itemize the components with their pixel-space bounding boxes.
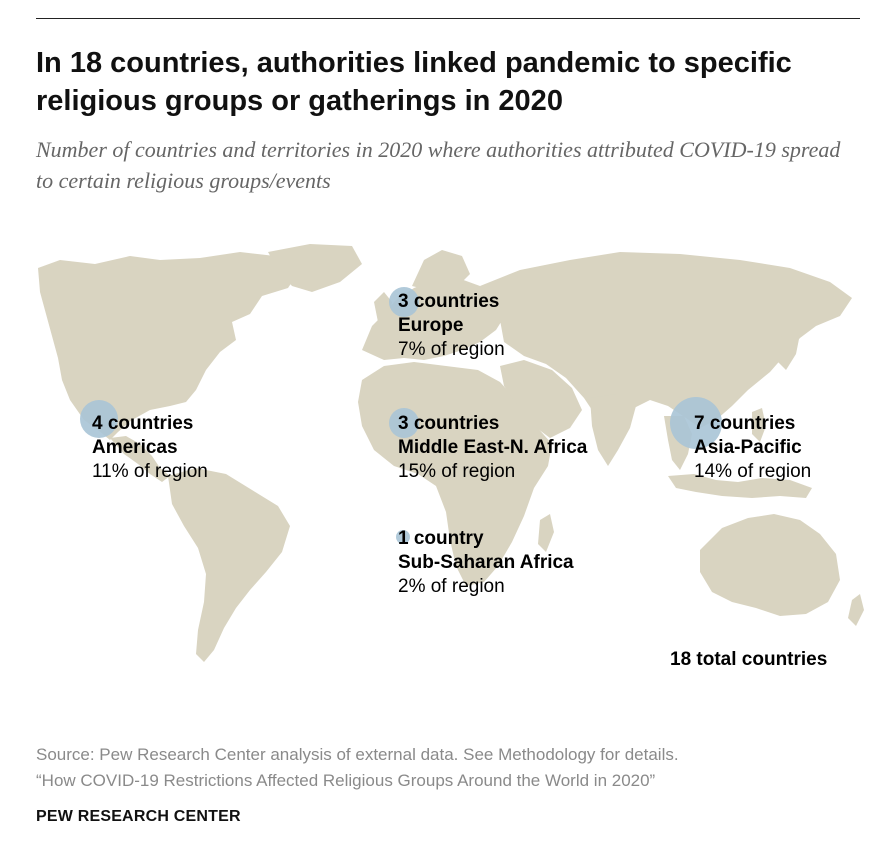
chart-subtitle: Number of countries and territories in 2… — [36, 137, 841, 193]
scandinavia-landmass — [412, 250, 470, 292]
asia-pacific-bubble — [670, 397, 722, 449]
britain-landmass — [374, 292, 392, 322]
top-rule — [36, 18, 860, 19]
indonesia-landmass — [668, 474, 812, 498]
mena-share: 15% of region — [398, 461, 516, 482]
central-america-landmass — [110, 436, 170, 482]
americas-count: 4 countries — [92, 413, 194, 434]
mena-count: 3 countries — [398, 413, 500, 434]
total-countries: 18 total countries — [670, 649, 828, 670]
europe-bubble — [389, 287, 419, 317]
asia-pacific-count: 7 countries — [694, 413, 796, 434]
publisher-credit: PEW RESEARCH CENTER — [36, 808, 241, 825]
philippines-landmass — [752, 408, 766, 442]
australia-landmass — [700, 514, 840, 616]
americas-region-name: Americas — [92, 437, 178, 458]
asia-pacific-share: 14% of region — [694, 461, 812, 482]
source-line-1: Source: Pew Research Center analysis of … — [36, 745, 679, 764]
asia-pacific-label: 7 countries Asia-Pacific 14% of region — [694, 412, 811, 484]
greenland-landmass — [268, 244, 362, 292]
asia-landmass — [480, 252, 852, 428]
madagascar-landmass — [538, 514, 554, 552]
north-america-landmass — [38, 252, 300, 440]
india-landmass — [590, 394, 636, 466]
mena-region-name: Middle East-N. Africa — [398, 437, 588, 458]
new-zealand-landmass — [848, 594, 864, 626]
ssa-count: 1 country — [398, 528, 484, 549]
ssa-label: 1 country Sub-Saharan Africa 2% of regio… — [398, 527, 574, 599]
ssa-share: 2% of region — [398, 576, 505, 597]
mena-bubble — [389, 408, 419, 438]
south-america-landmass — [168, 468, 290, 662]
mena-label: 3 countries Middle East-N. Africa 15% of… — [398, 412, 587, 484]
europe-share: 7% of region — [398, 339, 505, 360]
europe-count: 3 countries — [398, 291, 500, 312]
europe-label: 3 countries Europe 7% of region — [398, 290, 505, 362]
chart-title: In 18 countries, authorities linked pand… — [36, 47, 792, 117]
source-line-2: “How COVID-19 Restrictions Affected Reli… — [36, 771, 656, 790]
ssa-region-name: Sub-Saharan Africa — [398, 552, 574, 573]
americas-bubble — [80, 400, 118, 438]
middle-east-landmass — [500, 360, 582, 438]
japan-landmass — [778, 326, 800, 370]
asia-pacific-region-name: Asia-Pacific — [694, 437, 802, 458]
ssa-bubble — [396, 530, 410, 544]
europe-region-name: Europe — [398, 315, 464, 336]
europe-landmass — [362, 278, 506, 360]
americas-label: 4 countries Americas 11% of region — [92, 412, 208, 484]
americas-share: 11% of region — [92, 461, 208, 482]
source-note: Source: Pew Research Center analysis of … — [36, 742, 866, 794]
